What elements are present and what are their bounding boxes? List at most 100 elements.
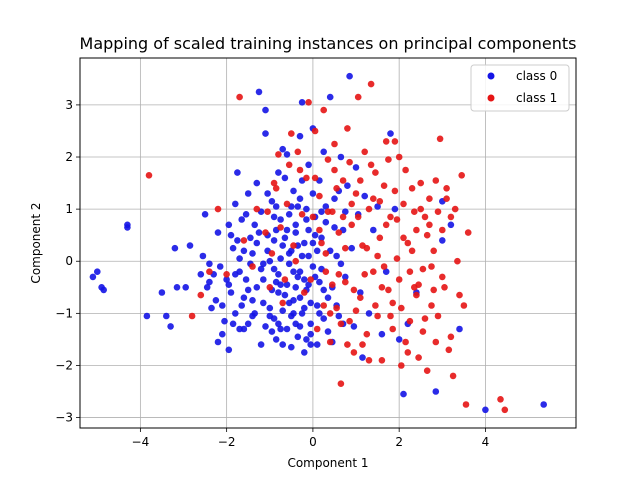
data-point (342, 273, 349, 281)
data-point (333, 304, 340, 312)
data-point (229, 320, 237, 328)
data-point (439, 226, 446, 234)
data-point (331, 140, 338, 148)
data-point (281, 234, 289, 242)
data-point (206, 278, 213, 286)
data-point (244, 320, 252, 328)
data-point (337, 320, 345, 328)
data-point (324, 328, 332, 335)
data-point (253, 284, 261, 291)
data-point (307, 299, 315, 307)
data-point (482, 406, 489, 414)
data-point (447, 333, 455, 341)
legend-label-class-0: class 0 (516, 69, 557, 83)
data-point (311, 174, 319, 182)
data-point (361, 271, 369, 278)
data-point (456, 325, 463, 333)
data-point (296, 268, 304, 276)
data-point (167, 323, 174, 330)
data-point (294, 203, 302, 210)
data-point (301, 276, 308, 283)
data-point (430, 286, 438, 294)
data-point (311, 127, 319, 135)
data-point (270, 213, 278, 221)
data-point (464, 229, 472, 236)
data-point (257, 341, 265, 348)
data-point (182, 284, 189, 291)
data-point (94, 268, 101, 276)
data-point (288, 247, 295, 255)
data-point (275, 289, 282, 296)
data-point (199, 252, 207, 260)
data-point (348, 200, 356, 208)
data-point (331, 166, 338, 174)
data-point (275, 169, 282, 176)
data-point (350, 349, 358, 356)
data-point (158, 289, 166, 296)
data-point (270, 179, 278, 187)
data-point (395, 336, 403, 343)
y-tick-label: 2 (65, 150, 73, 164)
data-point (232, 200, 239, 208)
data-point (320, 286, 328, 294)
data-point (227, 289, 235, 296)
data-point (497, 396, 504, 403)
data-point (281, 291, 289, 299)
plot-frame (79, 57, 577, 429)
data-point (447, 213, 455, 221)
data-point (342, 278, 349, 286)
data-point (445, 346, 453, 354)
data-point (458, 172, 466, 179)
data-point (322, 268, 330, 276)
y-tick-label: 3 (65, 98, 73, 112)
data-point (402, 338, 409, 346)
data-point (419, 265, 427, 273)
data-point (290, 310, 297, 317)
data-point (277, 224, 284, 231)
data-point (333, 185, 340, 192)
data-point (266, 284, 274, 291)
data-point (449, 372, 457, 380)
data-point (279, 341, 287, 348)
legend-box (470, 64, 570, 112)
data-point (337, 380, 345, 388)
data-point (292, 229, 300, 236)
data-point (398, 304, 405, 312)
data-point (266, 312, 274, 320)
data-point (367, 80, 375, 88)
data-point (540, 401, 547, 408)
data-point (370, 195, 377, 202)
data-point (423, 367, 431, 375)
data-point (432, 338, 440, 346)
data-point (402, 166, 409, 174)
x-axis-label: Component 1 (287, 456, 368, 470)
data-point (363, 330, 371, 338)
data-point (316, 310, 323, 317)
data-point (238, 216, 245, 223)
data-point (242, 211, 250, 218)
data-point (417, 179, 425, 187)
data-point (264, 190, 271, 197)
data-point (421, 315, 429, 322)
data-point (216, 263, 224, 270)
data-point (292, 221, 300, 229)
data-point (322, 203, 330, 210)
data-point (277, 255, 284, 262)
data-point (283, 226, 291, 234)
data-point (173, 284, 181, 291)
data-point (236, 93, 243, 101)
data-point (387, 213, 394, 221)
data-point (346, 72, 353, 80)
data-point (240, 237, 248, 244)
data-point (406, 268, 414, 276)
data-point (214, 205, 222, 213)
data-point (171, 244, 179, 252)
data-point (460, 302, 468, 309)
data-point (413, 226, 420, 234)
data-point (262, 130, 269, 137)
data-point (391, 205, 399, 213)
data-point (281, 276, 289, 283)
data-point (251, 221, 258, 229)
data-point (242, 276, 250, 283)
